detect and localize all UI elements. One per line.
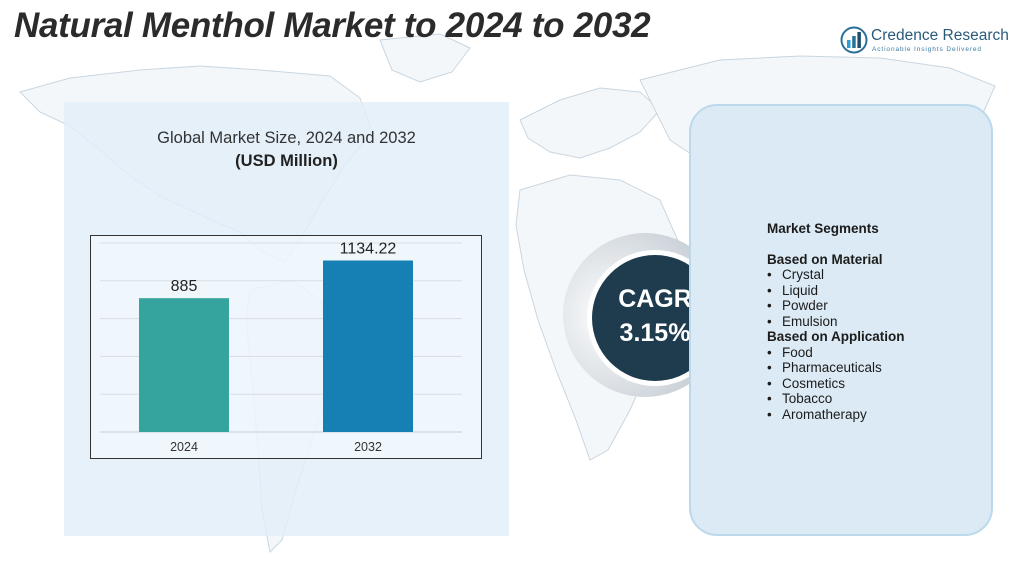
logo-name: Credence Research (871, 27, 1009, 44)
data-label: 885 (171, 278, 198, 295)
segments-heading: Market Segments (767, 221, 879, 236)
bar (139, 298, 229, 432)
market-size-bar-chart: 885 2024 1134.22 2032 (90, 235, 482, 459)
segment-item: Aromatherapy (767, 407, 905, 423)
segment-item: Crystal (767, 267, 905, 283)
credence-research-logo: Credence Research Actionable Insights De… (840, 26, 1020, 56)
segment-group-title: Based on Application (767, 329, 905, 344)
bar (323, 260, 413, 432)
bar-chart-logo-icon (840, 26, 868, 54)
cagr-value: 3.15% (619, 319, 691, 347)
segment-group-title: Based on Material (767, 251, 883, 267)
chart-title: Global Market Size, 2024 and 2032 (157, 129, 416, 147)
segment-item: Food (767, 345, 905, 361)
logo-tagline: Actionable Insights Delivered (872, 46, 982, 53)
data-label: 1134.22 (340, 241, 397, 258)
cagr-label: CAGR (618, 285, 692, 313)
segment-item: Liquid (767, 283, 905, 299)
segment-item: Powder (767, 298, 905, 314)
segment-item: Pharmaceuticals (767, 360, 905, 376)
page-title: Natural Menthol Market to 2024 to 2032 (14, 6, 651, 45)
market-segments-list: Market Segments Based on Material Crysta… (767, 221, 905, 422)
segment-item: Emulsion (767, 314, 905, 330)
market-segments-panel: Market Segments Based on Material Crysta… (689, 104, 993, 536)
chart-unit: (USD Million) (235, 152, 338, 170)
x-tick-label: 2032 (354, 440, 382, 454)
x-tick-label: 2024 (170, 440, 198, 454)
segment-item: Cosmetics (767, 376, 905, 392)
segment-item: Tobacco (767, 391, 905, 407)
